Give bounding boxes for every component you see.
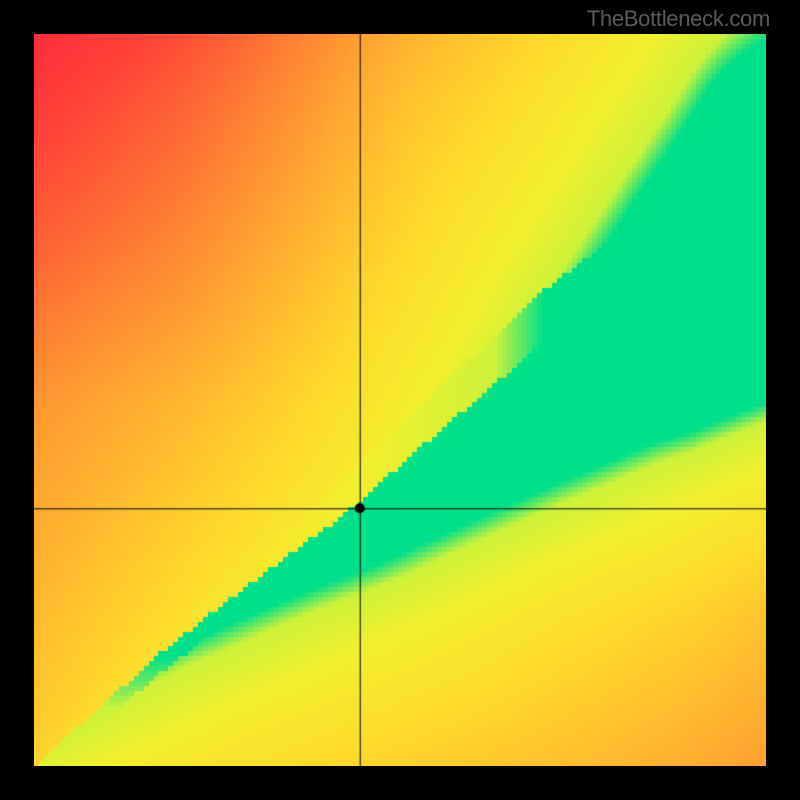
watermark-text: TheBottleneck.com bbox=[587, 6, 770, 32]
heatmap-canvas bbox=[34, 34, 766, 766]
bottleneck-heatmap bbox=[34, 34, 766, 766]
